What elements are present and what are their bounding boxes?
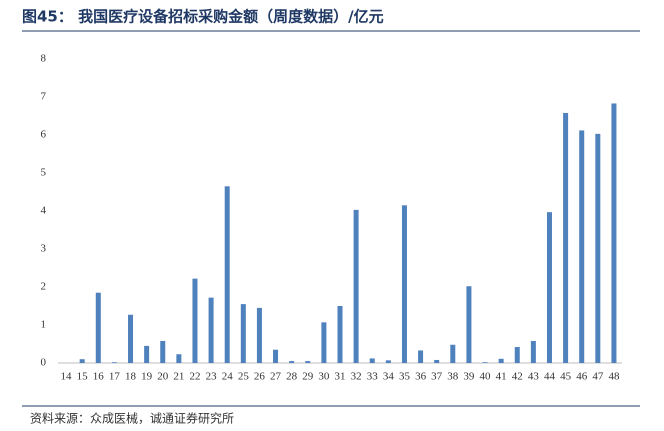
bar: [256, 307, 262, 363]
bar: [369, 358, 375, 363]
x-tick-label: 45: [560, 371, 572, 383]
x-tick-label: 30: [318, 371, 330, 383]
chart-title: 图45： 我国医疗设备招标采购金额（周度数据）/亿元: [22, 8, 384, 26]
x-tick-label: 28: [286, 371, 298, 383]
bar: [321, 322, 327, 363]
x-tick-label: 25: [238, 371, 250, 383]
bar: [128, 314, 134, 363]
source: 资料来源：众成医械，诚通证券研究所: [30, 411, 234, 426]
bar: [401, 205, 407, 363]
x-tick-label: 41: [496, 371, 507, 383]
x-tick-label: 47: [592, 371, 604, 383]
bar: [353, 209, 359, 363]
x-tick-label: 22: [189, 371, 200, 383]
x-tick-label: 32: [351, 371, 362, 383]
x-tick-label: 36: [415, 371, 427, 383]
x-tick-label: 17: [109, 371, 121, 383]
bar: [176, 354, 182, 363]
bar: [482, 362, 488, 363]
bar: [111, 362, 117, 363]
x-tick-label: 23: [206, 371, 218, 383]
x-tick-label: 34: [383, 371, 395, 383]
bar: [498, 358, 504, 363]
x-tick-label: 35: [399, 371, 411, 383]
y-tick-label: 3: [41, 243, 47, 255]
y-tick-label: 7: [41, 91, 47, 103]
bar: [611, 103, 617, 364]
y-tick-label: 8: [41, 53, 47, 65]
x-tick-label: 42: [512, 371, 523, 383]
bar: [337, 306, 343, 363]
x-tick-label: 40: [480, 371, 492, 383]
bar: [579, 130, 585, 363]
y-tick-label: 5: [41, 167, 47, 179]
y-tick-label: 4: [41, 205, 47, 217]
x-tick-label: 37: [431, 371, 443, 383]
bar: [289, 361, 295, 363]
x-tick-label: 14: [61, 371, 73, 383]
x-tick-label: 31: [335, 371, 346, 383]
x-tick-label: 43: [528, 371, 540, 383]
bar: [385, 360, 391, 363]
bar: [79, 359, 85, 363]
bar: [273, 349, 279, 363]
bar: [305, 361, 311, 363]
bar: [160, 340, 166, 363]
y-tick-label: 0: [41, 357, 47, 369]
bar: [546, 212, 552, 363]
x-tick-label: 15: [77, 371, 89, 383]
x-tick-label: 16: [93, 371, 105, 383]
x-tick-label: 26: [254, 371, 266, 383]
bar: [208, 297, 214, 363]
x-tick-label: 24: [222, 371, 234, 383]
bar: [95, 292, 101, 363]
x-tick-label: 27: [270, 371, 282, 383]
bar: [466, 286, 472, 363]
x-tick-label: 33: [367, 371, 379, 383]
x-tick-label: 38: [447, 371, 459, 383]
bar: [240, 304, 246, 363]
bar: [563, 112, 569, 364]
y-tick-label: 1: [41, 319, 47, 331]
x-tick-label: 18: [125, 371, 137, 383]
bar: [144, 345, 150, 363]
x-tick-label: 46: [576, 371, 588, 383]
bar: [595, 133, 601, 363]
bar: [530, 340, 536, 363]
x-tick-label: 39: [463, 371, 475, 383]
x-tick-label: 20: [157, 371, 169, 383]
bar: [434, 359, 440, 363]
bar: [224, 186, 230, 363]
bar: [514, 347, 520, 363]
bar: [192, 278, 198, 363]
x-tick-label: 29: [302, 371, 314, 383]
bar: [450, 344, 456, 363]
y-tick-label: 2: [41, 281, 47, 293]
x-tick-label: 48: [608, 371, 620, 383]
x-tick-label: 44: [544, 371, 556, 383]
x-tick-label: 21: [173, 371, 184, 383]
bar: [418, 350, 424, 363]
x-tick-label: 19: [141, 371, 153, 383]
y-tick-label: 6: [41, 129, 47, 141]
